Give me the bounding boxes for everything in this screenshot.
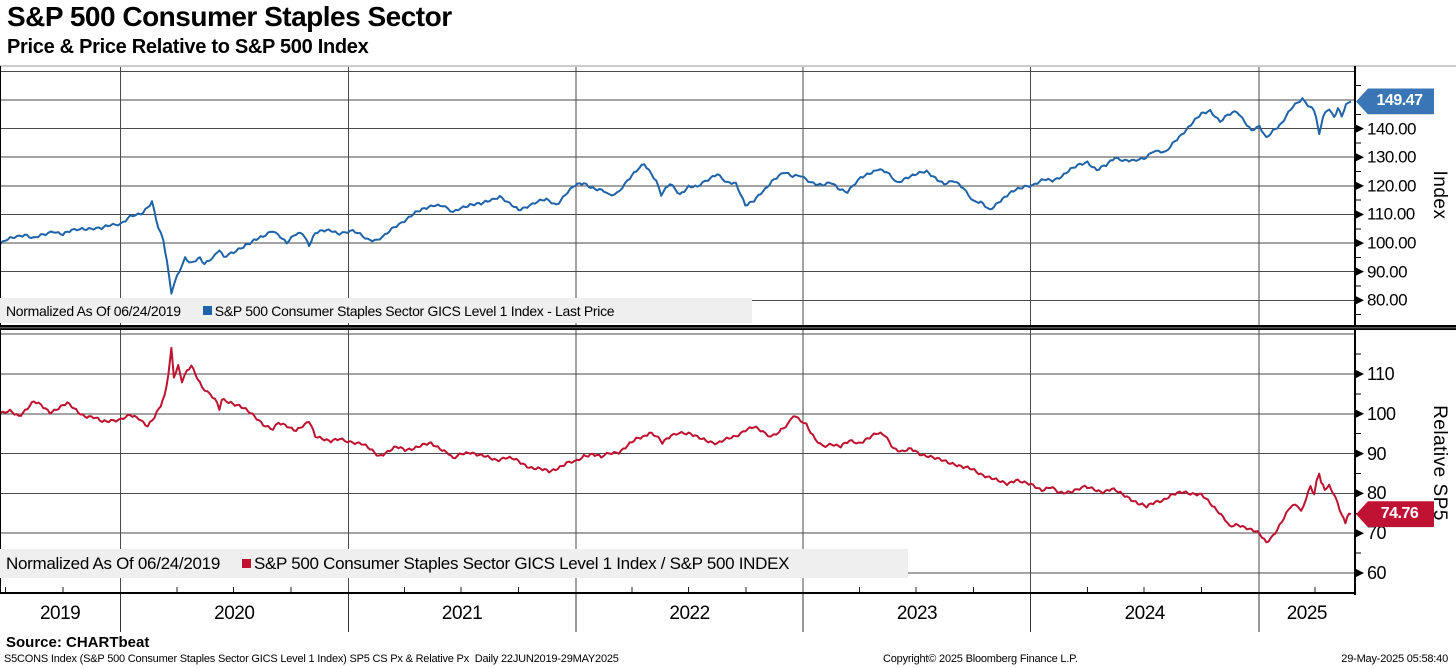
x-axis-year-label: 2021 <box>441 603 483 624</box>
price-series-swatch-icon <box>202 306 212 315</box>
y-axis-major-tick-arrow <box>1355 528 1364 538</box>
y-axis-tick-label: 70 <box>1367 523 1387 544</box>
relative-last-value-badge: 74.76 <box>1356 501 1434 528</box>
y-axis-major-tick-arrow <box>1355 209 1364 219</box>
y-axis-tick-label: 100 <box>1367 403 1396 424</box>
legend-bottom-series-label: S&P 500 Consumer Staples Sector GICS Lev… <box>253 553 790 573</box>
y-axis-major-tick-arrow <box>1355 124 1364 134</box>
legend-top-series-label: S&P 500 Consumer Staples Sector GICS Lev… <box>214 302 615 319</box>
page-subtitle: Price & Price Relative to S&P 500 Index <box>7 36 369 58</box>
legend-top-normalized-label: Normalized As Of 06/24/2019 <box>6 302 181 319</box>
y-axis-tick-label: 90 <box>1367 443 1387 464</box>
relative-series-line <box>0 346 1352 544</box>
index-axis-title: Index <box>1429 170 1450 220</box>
panel-separator <box>0 328 1456 330</box>
y-axis-tick-label: 100.00 <box>1367 233 1417 253</box>
chart-description: S5CONS Index (S&P 500 Consumer Staples S… <box>4 653 619 665</box>
y-axis-tick-label: 80 <box>1367 483 1387 504</box>
y-axis-tick-label: 130.00 <box>1367 147 1417 167</box>
y-axis-major-tick-arrow <box>1355 152 1364 162</box>
y-axis-major-tick-arrow <box>1355 295 1364 305</box>
x-axis-year-label: 2025 <box>1286 603 1328 624</box>
y-axis-major-tick-arrow <box>1355 181 1364 191</box>
x-axis-year-label: 2023 <box>896 603 938 624</box>
timestamp: 29-May-2025 05:58:40 <box>1341 653 1448 665</box>
y-axis-tick-label: 110.00 <box>1367 204 1415 224</box>
panel-separator <box>0 327 1456 329</box>
page-title: S&P 500 Consumer Staples Sector <box>7 1 452 32</box>
x-axis-year-label: 2020 <box>214 603 255 624</box>
x-axis-year-label: 2019 <box>39 603 81 624</box>
y-axis-major-tick-arrow <box>1355 449 1364 459</box>
y-axis-major-tick-arrow <box>1355 238 1364 248</box>
y-axis-tick-label: 120.00 <box>1367 176 1417 196</box>
relative-axis-title: Relative SP5 <box>1429 405 1450 521</box>
y-axis-tick-label: 90.00 <box>1367 262 1408 282</box>
price-series-line <box>0 97 1352 295</box>
y-axis-major-tick-arrow <box>1355 409 1364 419</box>
legend-top-panel: Normalized As Of 06/24/2019 S&P 500 Cons… <box>0 298 752 323</box>
y-axis-tick-label: 60 <box>1367 563 1387 583</box>
y-axis-major-tick-arrow <box>1355 267 1364 277</box>
y-axis-major-tick-arrow <box>1355 369 1364 379</box>
y-axis-major-tick-arrow <box>1355 568 1364 578</box>
x-axis-year-label: 2022 <box>669 603 710 624</box>
y-axis-tick-label: 80.00 <box>1367 290 1408 310</box>
relative-series-swatch-icon <box>241 559 251 568</box>
y-axis-major-tick-arrow <box>1355 488 1364 498</box>
y-axis-tick-label: 110 <box>1367 364 1395 384</box>
source-label: Source: CHARTbeat <box>6 634 150 651</box>
legend-bottom-normalized-label: Normalized As Of 06/24/2019 <box>6 553 220 573</box>
x-axis-year-label: 2024 <box>1124 603 1166 624</box>
legend-bottom-panel: Normalized As Of 06/24/2019 S&P 500 Cons… <box>0 549 908 578</box>
panel-separator <box>0 325 1456 327</box>
y-axis-tick-label: 140.00 <box>1367 119 1417 139</box>
price-last-value-badge: 149.47 <box>1356 88 1434 115</box>
copyright-notice: Copyright© 2025 Bloomberg Finance L.P. <box>883 653 1078 665</box>
